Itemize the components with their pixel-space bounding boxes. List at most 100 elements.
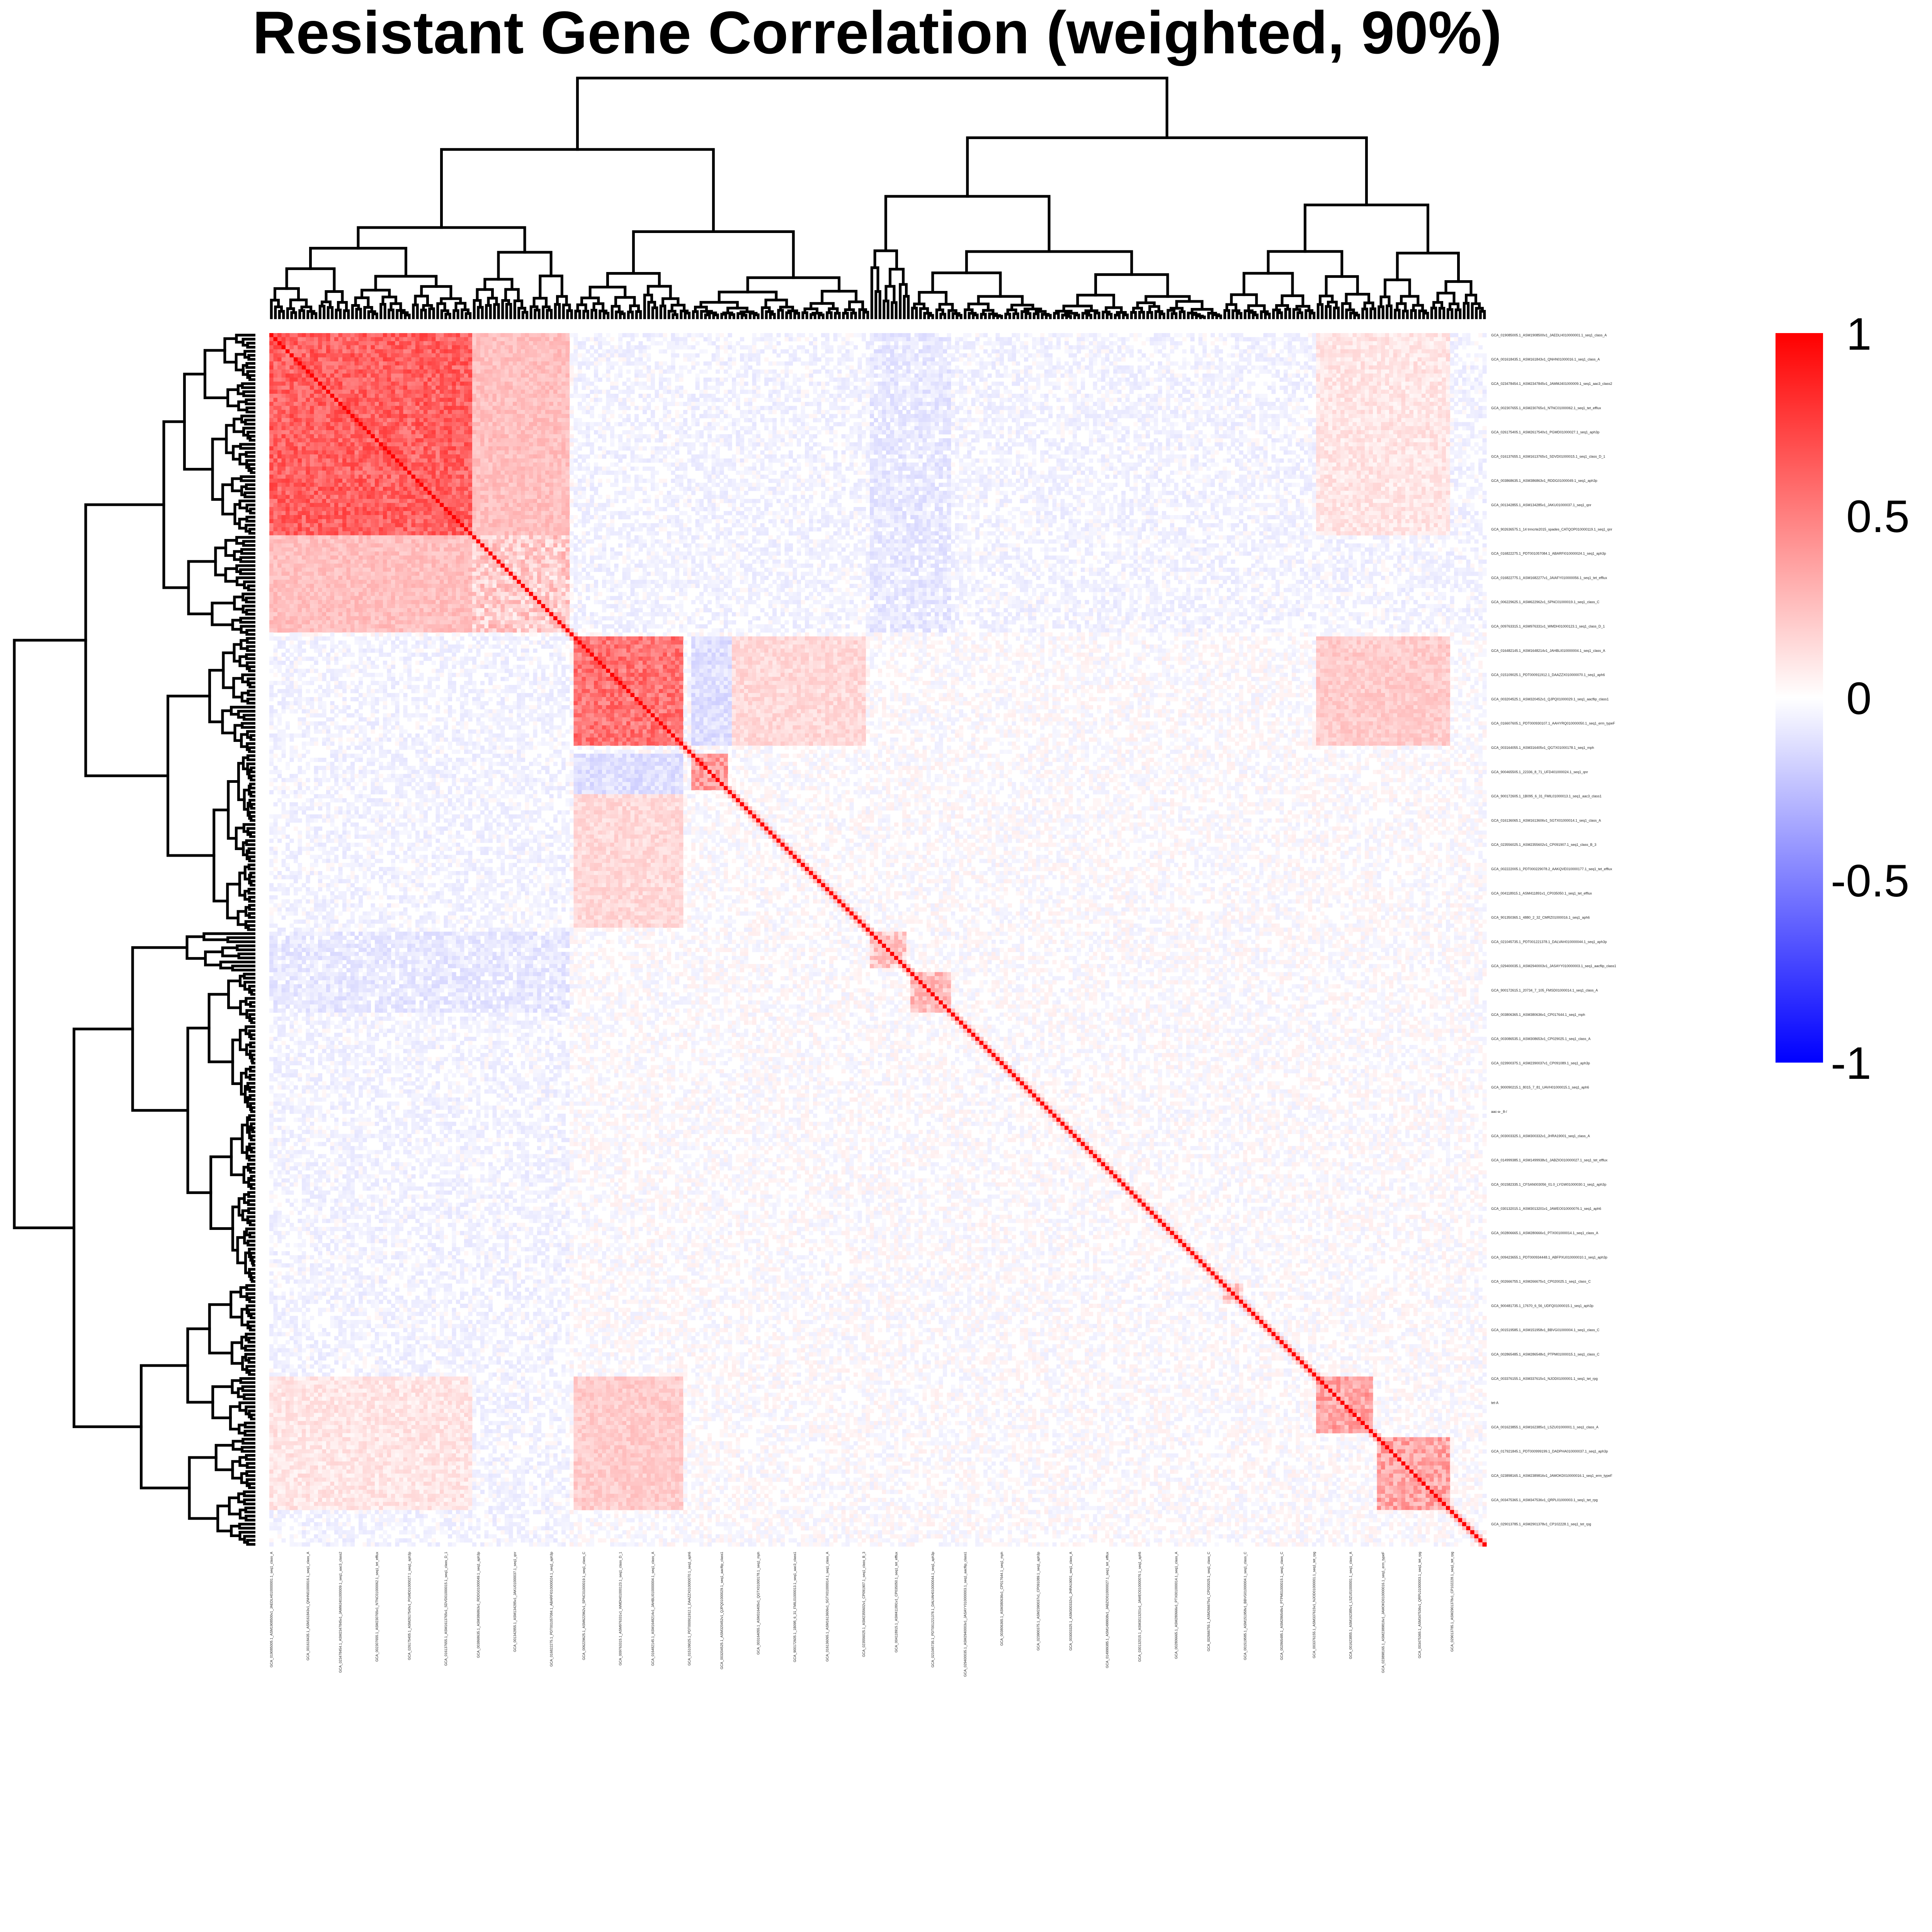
heatmap-cell bbox=[1377, 333, 1381, 337]
heatmap-cell bbox=[1422, 337, 1426, 341]
heatmap-cell bbox=[975, 341, 980, 345]
heatmap-cell bbox=[837, 333, 842, 337]
heatmap-cell bbox=[1349, 333, 1353, 337]
heatmap-cell bbox=[412, 333, 416, 337]
heatmap-cell bbox=[334, 341, 338, 345]
heatmap-cell bbox=[363, 333, 367, 337]
heatmap-cell bbox=[440, 337, 444, 341]
heatmap-cell bbox=[777, 341, 781, 345]
heatmap-cell bbox=[501, 333, 505, 337]
heatmap-cell bbox=[501, 341, 505, 345]
dendrogram-branch bbox=[929, 315, 933, 318]
heatmap-cell bbox=[1085, 333, 1089, 337]
heatmap-cell bbox=[298, 337, 302, 341]
dendrogram-branch bbox=[1403, 311, 1408, 318]
heatmap-cell bbox=[566, 337, 570, 341]
dendrogram-branch bbox=[247, 1463, 254, 1467]
heatmap-cell bbox=[1065, 337, 1069, 341]
heatmap-cell bbox=[1174, 333, 1179, 337]
heatmap-cell bbox=[517, 337, 521, 341]
heatmap-cell bbox=[1304, 337, 1308, 341]
heatmap-cell bbox=[407, 333, 412, 337]
heatmap-cell bbox=[939, 337, 943, 341]
heatmap-cell bbox=[906, 337, 911, 341]
heatmap-cell bbox=[407, 337, 412, 341]
heatmap-cell bbox=[436, 333, 440, 337]
heatmap-cell bbox=[290, 341, 294, 345]
heatmap-cell bbox=[1053, 333, 1057, 337]
dendrogram-branch bbox=[244, 392, 254, 396]
heatmap-cell bbox=[878, 337, 882, 341]
heatmap-cell bbox=[355, 341, 359, 345]
heatmap-cell bbox=[440, 333, 444, 337]
heatmap-cell bbox=[314, 345, 318, 349]
heatmap-cell bbox=[931, 337, 935, 341]
dendrogram-branch bbox=[1054, 313, 1059, 318]
heatmap-cell bbox=[1312, 333, 1316, 337]
dendrogram-branch bbox=[237, 946, 254, 950]
heatmap-cell bbox=[566, 333, 570, 337]
heatmap-cell bbox=[902, 333, 906, 337]
dendrogram-branch bbox=[252, 1059, 254, 1063]
dendrogram-branch bbox=[253, 1261, 254, 1265]
heatmap-cell bbox=[505, 333, 509, 337]
heatmap-cell bbox=[1097, 333, 1101, 337]
heatmap-cell bbox=[1430, 341, 1434, 345]
heatmap-cell bbox=[983, 333, 988, 337]
heatmap-cell bbox=[1458, 337, 1463, 341]
dendrogram-branch bbox=[405, 315, 410, 318]
heatmap-cell bbox=[1272, 341, 1276, 345]
heatmap-cell bbox=[501, 337, 505, 341]
dendrogram-branch bbox=[1115, 315, 1119, 318]
heatmap-cell bbox=[935, 337, 939, 341]
heatmap-cell bbox=[488, 333, 493, 337]
heatmap-cell bbox=[1280, 337, 1284, 341]
heatmap-cell bbox=[971, 341, 976, 345]
dendrogram-branch bbox=[892, 303, 896, 318]
heatmap-cell bbox=[1381, 333, 1385, 337]
heatmap-cell bbox=[874, 337, 878, 341]
heatmap-cell bbox=[1036, 341, 1041, 345]
heatmap-cell bbox=[1178, 341, 1182, 345]
heatmap-cell bbox=[772, 337, 777, 341]
heatmap-cell bbox=[464, 337, 468, 341]
dendrogram-branch bbox=[1326, 306, 1330, 318]
heatmap-cell bbox=[310, 333, 314, 337]
dendrogram-branch bbox=[249, 355, 254, 359]
heatmap-cell bbox=[549, 333, 554, 337]
heatmap-cell bbox=[1028, 333, 1032, 337]
heatmap-cell bbox=[318, 337, 322, 341]
heatmap-cell bbox=[1413, 333, 1418, 337]
dendrogram-branch bbox=[245, 1346, 254, 1350]
dendrogram-branch bbox=[245, 493, 254, 497]
heatmap-cell bbox=[1385, 337, 1389, 341]
heatmap-cell bbox=[1316, 341, 1320, 345]
heatmap-cell bbox=[947, 333, 951, 337]
heatmap-cell bbox=[963, 337, 968, 341]
heatmap-cell bbox=[1251, 341, 1255, 345]
dendrogram-branch bbox=[653, 308, 657, 318]
heatmap-cell bbox=[347, 337, 351, 341]
dendrogram-branch bbox=[247, 610, 254, 614]
heatmap-cell bbox=[286, 341, 290, 345]
heatmap-cell bbox=[890, 333, 895, 337]
heatmap-cell bbox=[1426, 341, 1430, 345]
dendrogram-branch bbox=[495, 304, 499, 318]
heatmap-cell bbox=[444, 333, 448, 337]
heatmap-cell bbox=[509, 337, 513, 341]
dendrogram-branch bbox=[248, 756, 254, 760]
heatmap-cell bbox=[294, 341, 298, 345]
heatmap-cell bbox=[634, 333, 639, 337]
heatmap-cell bbox=[947, 341, 951, 345]
heatmap-cell bbox=[1097, 341, 1101, 345]
dendrogram-branch bbox=[373, 314, 377, 318]
heatmap-cell bbox=[472, 341, 476, 345]
heatmap-cell bbox=[594, 337, 598, 341]
heatmap-cell bbox=[1024, 333, 1028, 337]
heatmap-cell bbox=[553, 337, 558, 341]
heatmap-cell bbox=[675, 333, 679, 337]
heatmap-cell bbox=[769, 341, 773, 345]
heatmap-cell bbox=[963, 333, 968, 337]
dendrogram-branch bbox=[244, 715, 254, 719]
heatmap-cell bbox=[833, 333, 838, 337]
